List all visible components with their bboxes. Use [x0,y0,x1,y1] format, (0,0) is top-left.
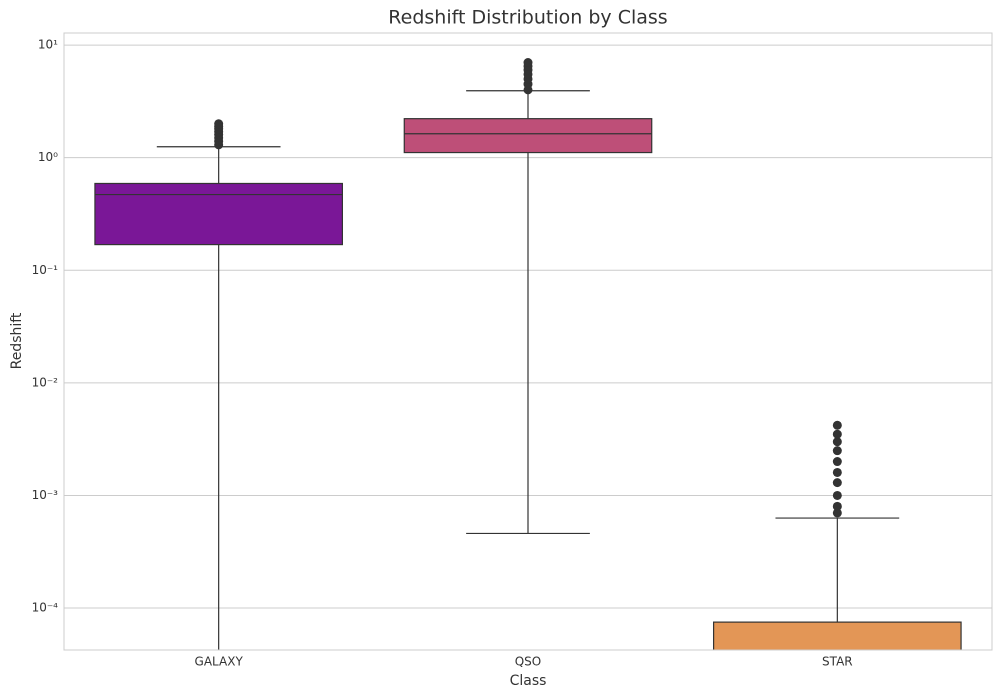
outlier [832,420,842,430]
plot-area [64,44,992,650]
y-tick-label: 10⁻¹ [32,263,59,277]
y-tick-label: 10⁻³ [32,488,59,502]
outlier [832,501,842,511]
y-tick-label: 10¹ [38,38,58,52]
outlier [832,478,842,488]
y-tick-label: 10⁻² [32,375,59,389]
outlier [214,119,224,129]
outlier [832,429,842,439]
outlier [832,508,842,518]
outlier [832,437,842,447]
x-tick-label: STAR [822,655,853,669]
outlier [832,457,842,467]
outlier [832,467,842,477]
box [403,118,653,154]
plot-frame [63,32,993,651]
outlier [832,446,842,456]
y-axis-label: Redshift [9,312,25,369]
y-tick-label: 10⁻⁴ [32,601,59,615]
x-tick-label: GALAXY [195,655,244,669]
outlier [523,58,533,68]
chart-title: Redshift Distribution by Class [388,7,667,29]
x-tick-label: QSO [515,655,542,669]
y-tick-label: 10⁰ [38,150,58,164]
box [94,182,343,246]
box [712,621,962,650]
x-axis-label: Class [510,673,547,689]
outlier [832,490,842,500]
